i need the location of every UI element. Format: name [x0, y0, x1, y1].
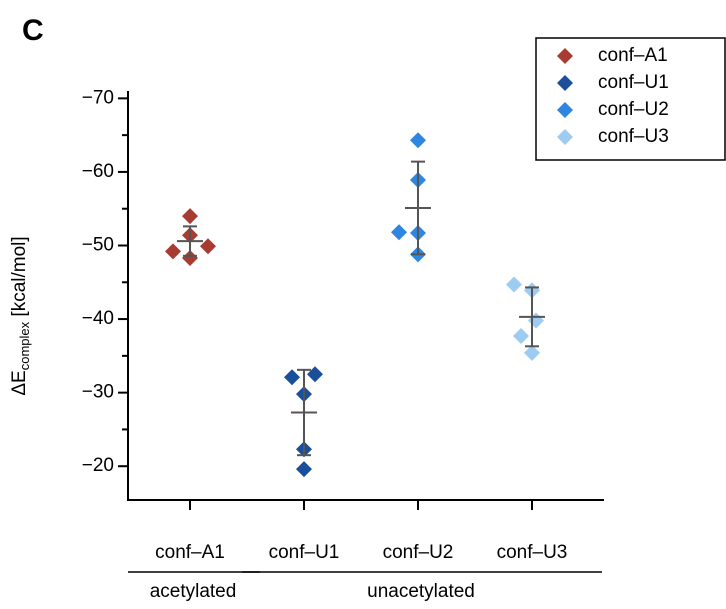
- y-label-unit: [kcal/mol]: [9, 236, 30, 322]
- point: [284, 369, 300, 386]
- point: [528, 312, 544, 329]
- point: [182, 208, 198, 225]
- group-label: unacetylated: [367, 581, 475, 602]
- legend-label: conf–U3: [598, 126, 669, 147]
- legend-label: conf–U1: [598, 72, 669, 93]
- point: [182, 250, 198, 267]
- point: [200, 238, 216, 255]
- legend-marker: [557, 48, 573, 64]
- x-tick-label: conf–U1: [269, 542, 340, 563]
- point: [506, 276, 522, 293]
- x-tick-label: conf–A1: [155, 542, 225, 563]
- y-axis-label: ΔEcomplex [kcal/mol]: [9, 236, 32, 395]
- x-tick-label: conf–U3: [497, 542, 568, 563]
- legend-marker: [557, 129, 573, 145]
- y-label-main: ΔE: [9, 370, 30, 395]
- point: [524, 344, 540, 361]
- y-tick-label: −60: [82, 161, 114, 182]
- point: [391, 224, 407, 241]
- point: [307, 366, 323, 383]
- y-tick-label: −40: [82, 308, 114, 329]
- point: [410, 132, 426, 149]
- point: [165, 243, 181, 260]
- legend-marker: [557, 102, 573, 118]
- y-label-sub: complex: [17, 321, 32, 370]
- y-tick-label: −50: [82, 235, 114, 256]
- x-tick-label: conf–U2: [383, 542, 454, 563]
- y-tick-label: −70: [82, 87, 114, 108]
- y-tick-label: −20: [82, 455, 114, 476]
- point: [513, 327, 529, 344]
- legend: conf–A1 conf–U1 conf–U2 conf–U3: [535, 37, 726, 161]
- legend-label: conf–U2: [598, 99, 669, 120]
- panel-label: C: [22, 14, 44, 47]
- legend-label: conf–A1: [598, 45, 668, 66]
- legend-marker: [557, 75, 573, 91]
- y-tick-label: −30: [82, 382, 114, 403]
- group-label: acetylated: [150, 581, 237, 602]
- point: [296, 461, 312, 478]
